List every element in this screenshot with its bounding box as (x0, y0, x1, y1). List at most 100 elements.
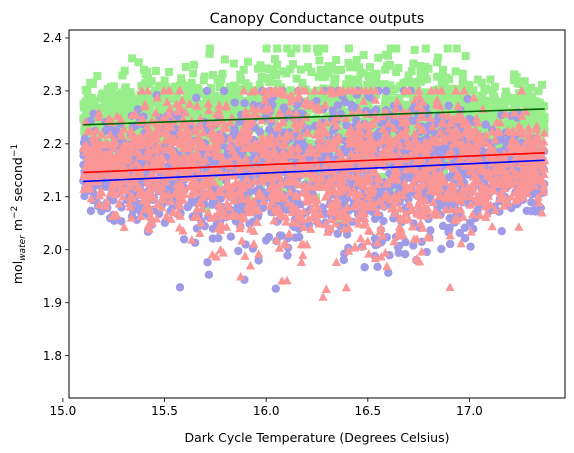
triangle-point (292, 124, 302, 133)
triangle-point (410, 94, 420, 104)
triangle-point (389, 236, 399, 246)
triangle-point (482, 208, 492, 218)
triangle-point (261, 90, 271, 99)
chart-title: Canopy Conductance outputs (210, 11, 425, 27)
square-point (257, 73, 266, 82)
square-point (407, 67, 416, 76)
square-point (160, 76, 169, 85)
square-point (120, 121, 129, 130)
square-point (220, 55, 229, 64)
triangle-point (335, 147, 345, 156)
triangle-point (416, 125, 426, 134)
triangle-point (94, 108, 104, 117)
triangle-point (225, 133, 235, 143)
triangle-point (119, 222, 129, 231)
square-point (531, 98, 540, 107)
square-point (316, 65, 325, 74)
triangle-point (430, 206, 440, 215)
triangle-point (126, 213, 137, 222)
square-point (154, 102, 163, 111)
circle-point (527, 198, 536, 207)
square-point (500, 114, 509, 123)
square-point (119, 103, 128, 112)
triangle-point (465, 199, 476, 209)
triangle-point (132, 136, 142, 146)
triangle-point (367, 135, 377, 145)
triangle-point (534, 197, 544, 207)
triangle-point (113, 149, 123, 158)
triangle-point (146, 212, 156, 221)
triangle-point (353, 219, 364, 228)
triangle-point (102, 138, 112, 147)
triangle-point (509, 176, 520, 186)
circle-point (261, 236, 271, 245)
triangle-point (439, 136, 449, 145)
triangle-point (466, 227, 476, 236)
square-point (145, 103, 154, 112)
triangle-point (209, 177, 219, 187)
square-point (510, 70, 519, 79)
square-point (224, 99, 233, 108)
triangle-point (221, 100, 231, 110)
triangle-point (177, 120, 187, 130)
triangle-point (151, 107, 161, 117)
square-point (324, 62, 333, 71)
square-point (334, 216, 343, 225)
square-point (254, 64, 263, 73)
square-point (202, 205, 211, 214)
triangle-point (161, 211, 172, 220)
square-point (216, 78, 225, 87)
circle-point (183, 202, 192, 212)
triangle-point (187, 140, 197, 150)
triangle-point (224, 202, 235, 212)
square-point (512, 101, 521, 110)
triangle-point (377, 147, 387, 156)
triangle-point (364, 249, 374, 258)
triangle-point (195, 228, 205, 238)
triangle-point (266, 131, 277, 141)
triangle-point (198, 186, 208, 195)
square-point (81, 97, 90, 106)
triangle-point (370, 114, 381, 124)
triangle-point (214, 100, 224, 110)
square-point (147, 124, 156, 133)
square-point (207, 112, 216, 121)
triangle-point (281, 177, 291, 186)
triangle-point (532, 131, 542, 140)
triangle-point (495, 193, 505, 203)
square-point (366, 63, 375, 72)
triangle-point (307, 171, 318, 181)
circle-point (370, 214, 380, 224)
triangle-point (280, 238, 290, 247)
triangle-point (353, 213, 363, 222)
triangle-point (266, 164, 276, 173)
triangle-point (211, 251, 221, 261)
triangle-point (211, 134, 222, 144)
square-point (83, 91, 92, 100)
square-point (537, 125, 546, 134)
square-point (269, 66, 278, 75)
triangle-point (334, 131, 344, 141)
square-point (416, 70, 425, 79)
triangle-point (293, 93, 303, 103)
triangle-point (445, 282, 455, 292)
triangle-point (161, 113, 171, 123)
circle-point (409, 116, 419, 125)
triangle-point (295, 131, 305, 140)
circle-point (254, 256, 263, 265)
triangle-point (219, 207, 229, 216)
circle-point (192, 93, 201, 102)
square-point (198, 100, 207, 109)
circle-point (347, 100, 356, 110)
square-point (531, 106, 540, 115)
triangle-point (145, 177, 155, 186)
circle-point (229, 129, 238, 139)
triangle-point (166, 214, 176, 223)
triangle-point (143, 220, 153, 230)
triangle-point (414, 91, 424, 100)
triangle-point (320, 100, 330, 109)
square-point (523, 89, 532, 98)
square-point (217, 94, 226, 103)
square-point (410, 46, 419, 55)
triangle-point (434, 157, 445, 166)
